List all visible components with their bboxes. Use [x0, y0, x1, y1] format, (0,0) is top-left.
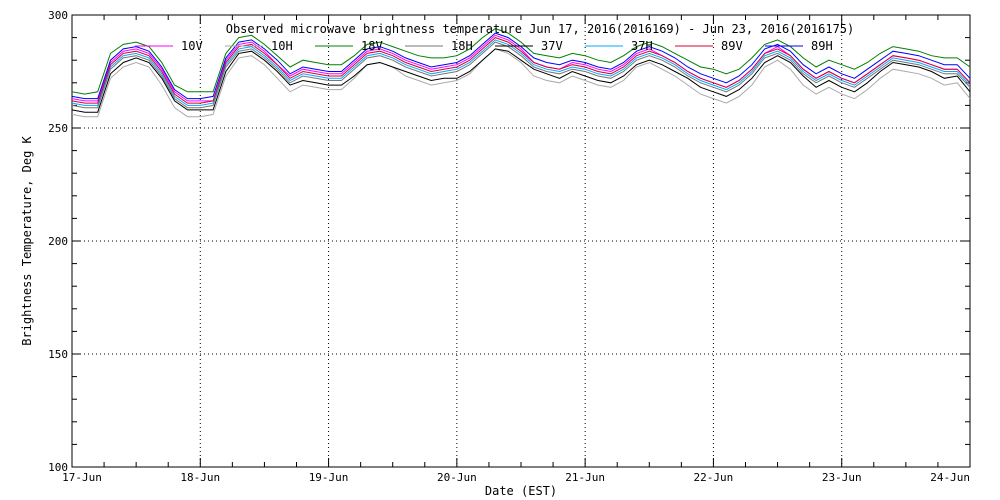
x-tick-label: 24-Jun	[930, 471, 970, 484]
legend-label-89v: 89V	[721, 39, 743, 53]
x-tick-labels: 17-Jun 18-Jun 19-Jun 20-Jun 21-Jun 22-Jun 23-J…	[62, 471, 970, 484]
y-tick-label: 250	[48, 122, 68, 135]
series-line-89v	[71, 37, 971, 104]
y-tick-label: 100	[48, 461, 68, 474]
legend-label-18h: 18H	[451, 39, 473, 53]
y-tick-labels: 100 150 200 250 300	[48, 9, 68, 474]
legend-label-89h: 89H	[811, 39, 833, 53]
series-line-18v	[71, 28, 971, 95]
series-line-37v	[71, 48, 971, 113]
series-lines	[71, 28, 971, 118]
y-tick-label: 300	[48, 9, 68, 22]
x-tick-label: 23-Jun	[822, 471, 862, 484]
y-tick-label: 150	[48, 348, 68, 361]
x-tick-label: 20-Jun	[437, 471, 477, 484]
x-tick-label: 21-Jun	[565, 471, 605, 484]
legend: 10V 10H 18V 18H 37V 37H 89V 89H	[135, 39, 833, 53]
x-tick-label: 19-Jun	[309, 471, 349, 484]
legend-label-10v: 10V	[181, 39, 203, 53]
series-line-89h	[71, 32, 971, 100]
legend-label-37v: 37V	[541, 39, 563, 53]
y-axis-label: Brightness Temperature, Deg K	[20, 135, 34, 345]
x-tick-label: 18-Jun	[180, 471, 220, 484]
legend-label-37h: 37H	[631, 39, 653, 53]
legend-label-10h: 10H	[271, 39, 293, 53]
x-tick-label: 17-Jun	[62, 471, 102, 484]
grid-lines	[72, 15, 970, 467]
series-line-10h	[71, 48, 971, 118]
legend-label-18v: 18V	[361, 39, 383, 53]
x-axis-label: Date (EST)	[485, 484, 557, 498]
chart-title: Observed microwave brightness temperatur…	[226, 22, 855, 36]
series-line-37h	[71, 39, 971, 106]
y-tick-label: 200	[48, 235, 68, 248]
series-line-18h	[71, 41, 971, 109]
x-tick-label: 22-Jun	[694, 471, 734, 484]
axis-ticks	[71, 14, 971, 468]
